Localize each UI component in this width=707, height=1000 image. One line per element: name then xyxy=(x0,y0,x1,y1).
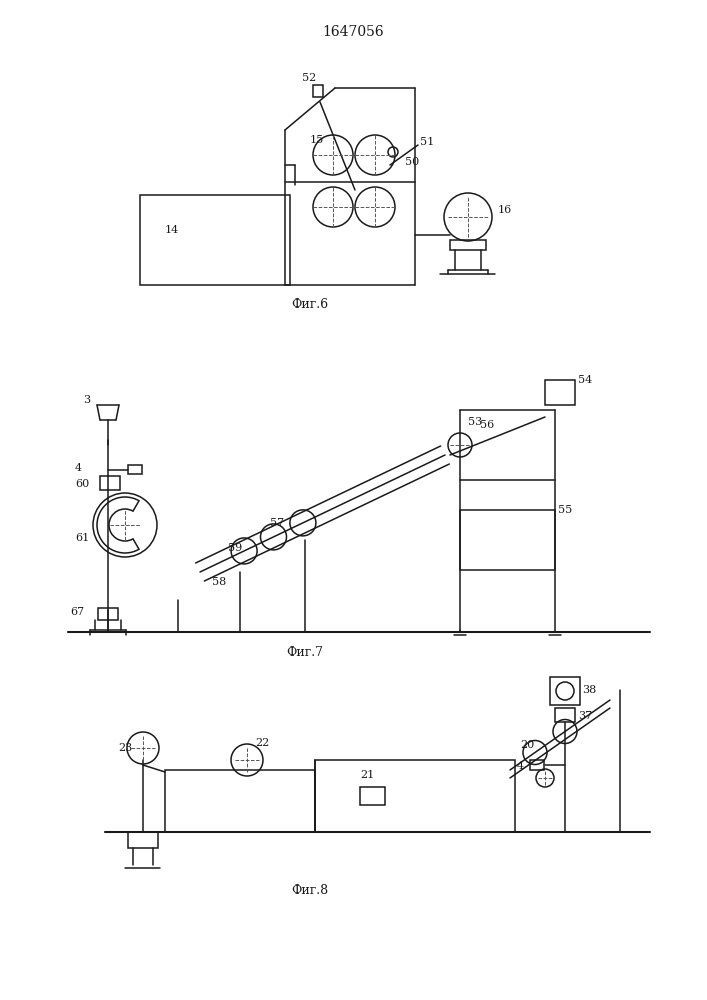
Text: 20: 20 xyxy=(520,740,534,750)
Text: 53: 53 xyxy=(468,417,482,427)
Bar xyxy=(128,832,158,848)
Text: 37: 37 xyxy=(578,711,592,721)
Bar xyxy=(98,608,118,620)
Text: 22: 22 xyxy=(255,738,269,748)
Text: 21: 21 xyxy=(360,770,374,780)
Text: 60: 60 xyxy=(75,479,89,489)
Bar xyxy=(550,677,580,705)
Text: 51: 51 xyxy=(420,137,434,147)
Text: 50: 50 xyxy=(405,157,419,167)
Bar xyxy=(530,760,544,770)
Text: Фиг.6: Фиг.6 xyxy=(291,298,329,312)
Text: 1647056: 1647056 xyxy=(322,25,384,39)
Bar xyxy=(100,476,120,490)
Text: 52: 52 xyxy=(302,73,316,83)
Bar xyxy=(128,465,142,474)
Text: 55: 55 xyxy=(558,505,572,515)
Text: 61: 61 xyxy=(75,533,89,543)
Text: 14: 14 xyxy=(165,225,180,235)
Bar xyxy=(450,240,486,250)
Bar xyxy=(313,85,323,97)
Bar xyxy=(140,195,290,285)
Bar xyxy=(165,770,315,832)
Bar xyxy=(360,787,385,805)
Text: 3: 3 xyxy=(83,395,90,405)
Text: 23: 23 xyxy=(118,743,132,753)
Text: 58: 58 xyxy=(212,577,226,587)
Bar xyxy=(460,510,555,570)
Text: 67: 67 xyxy=(70,607,84,617)
Text: Фиг.7: Фиг.7 xyxy=(286,646,324,658)
Text: 16: 16 xyxy=(498,205,513,215)
Bar xyxy=(545,380,575,405)
Text: 4: 4 xyxy=(517,761,524,771)
Text: 56: 56 xyxy=(480,420,494,430)
Bar xyxy=(315,760,515,832)
Text: 38: 38 xyxy=(582,685,596,695)
Bar xyxy=(555,708,575,722)
Text: 15: 15 xyxy=(310,135,325,145)
Text: 4: 4 xyxy=(75,463,82,473)
Text: 59: 59 xyxy=(228,543,243,553)
Text: 54: 54 xyxy=(578,375,592,385)
Text: 57: 57 xyxy=(270,518,284,528)
Text: Фиг.8: Фиг.8 xyxy=(291,884,329,896)
